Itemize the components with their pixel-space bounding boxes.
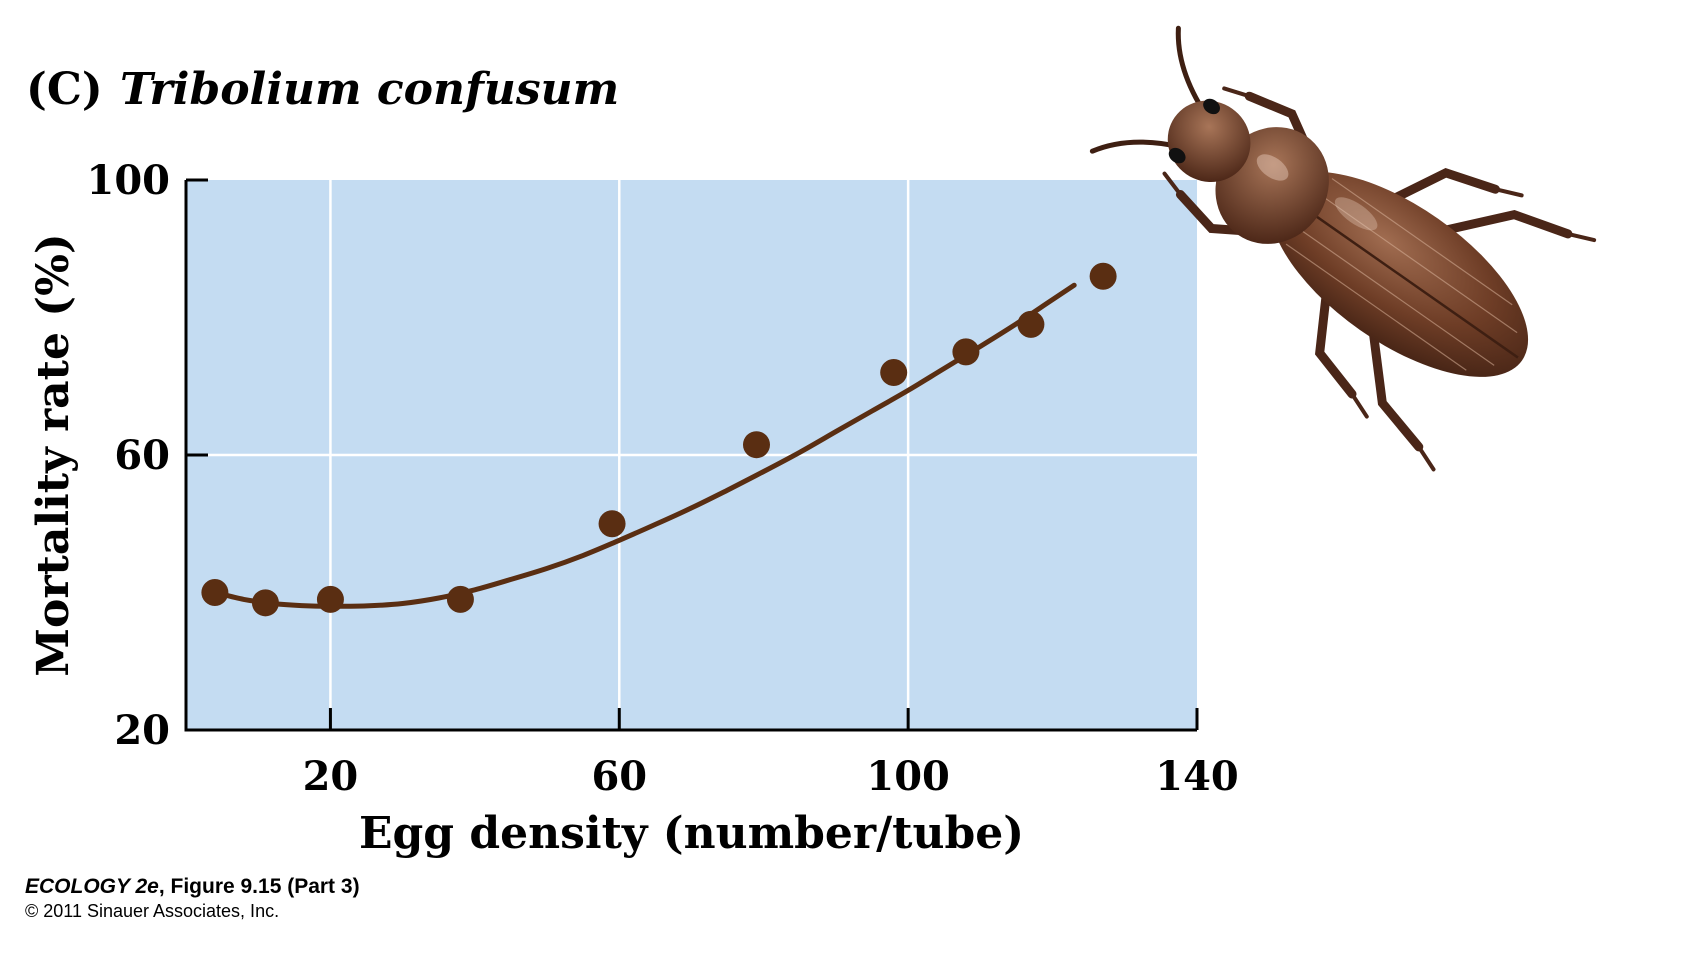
x-tick-label: 60 xyxy=(591,753,647,800)
mortality-chart: 20 60 100 140 20 60 100 Egg density (number/tu… xyxy=(28,157,1239,859)
panel-label: (C) xyxy=(26,64,103,115)
x-tick-label: 20 xyxy=(303,753,359,800)
data-point xyxy=(742,431,770,459)
y-tick-label: 60 xyxy=(114,432,170,479)
data-point xyxy=(251,589,279,617)
y-tick-label: 20 xyxy=(114,707,170,754)
beetle-icon xyxy=(1089,25,1597,472)
y-tick-label: 100 xyxy=(87,157,171,204)
x-tick-label: 140 xyxy=(1155,753,1239,800)
figure-caption: ECOLOGY 2e, Figure 9.15 (Part 3) xyxy=(25,875,360,898)
data-point xyxy=(598,510,626,538)
data-point xyxy=(952,338,980,366)
x-axis-label: Egg density (number/tube) xyxy=(359,808,1024,859)
x-tick-label: 100 xyxy=(866,753,950,800)
data-point xyxy=(201,579,229,606)
axis-ticks: 20 60 100 140 20 60 100 xyxy=(87,157,1239,800)
data-point xyxy=(316,585,344,613)
data-point xyxy=(446,585,474,613)
data-point xyxy=(880,359,908,386)
data-points xyxy=(201,262,1117,617)
data-point xyxy=(1089,262,1117,290)
gridlines xyxy=(186,180,1197,730)
caption-book-title: ECOLOGY 2e xyxy=(25,875,159,898)
copyright-notice: © 2011 Sinauer Associates, Inc. xyxy=(25,901,279,921)
caption-figure-ref: , Figure 9.15 (Part 3) xyxy=(159,875,360,898)
data-point xyxy=(1017,310,1045,338)
y-axis-label: Mortality rate (%) xyxy=(28,233,79,676)
species-name: Tribolium confusum xyxy=(120,64,619,115)
